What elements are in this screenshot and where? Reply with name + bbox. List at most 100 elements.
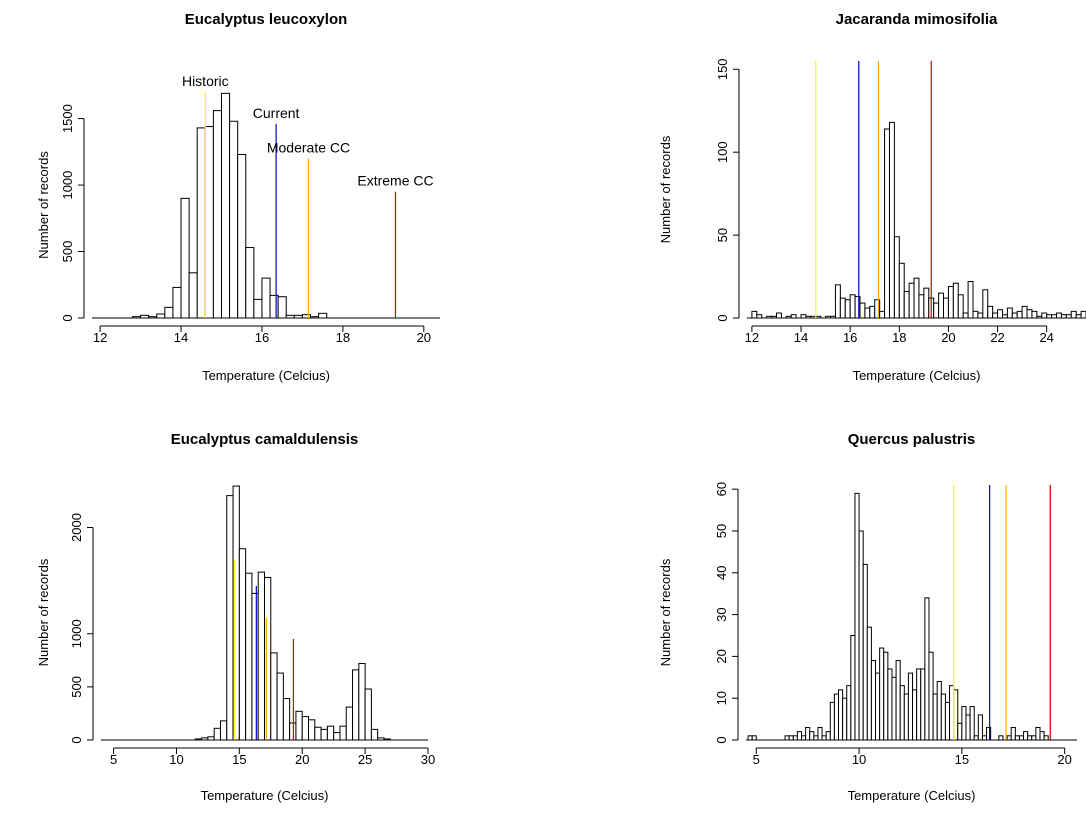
histogram-bar xyxy=(270,652,278,741)
histogram-bar xyxy=(936,680,942,741)
histogram-bar xyxy=(883,651,889,741)
histogram-bar xyxy=(864,307,871,319)
histogram-bar xyxy=(838,689,844,741)
histogram-bar xyxy=(747,735,753,741)
histogram-bar xyxy=(207,736,215,741)
histogram-bar xyxy=(775,312,782,319)
histogram-bar xyxy=(276,672,284,741)
histogram-bar xyxy=(952,282,959,319)
histogram-bar xyxy=(1039,731,1045,741)
histogram-bar xyxy=(301,716,310,741)
histogram-bar xyxy=(156,313,166,319)
histogram-bar xyxy=(164,306,174,319)
histogram-bar xyxy=(131,316,142,319)
histogram-bar xyxy=(370,728,379,741)
histogram-bar xyxy=(920,668,926,741)
y-tick-label: 40 xyxy=(714,566,729,580)
y-axis-label: Number of records xyxy=(36,558,51,666)
histogram-bar xyxy=(870,660,877,741)
histogram-bar xyxy=(815,315,822,319)
reference-line-label: Moderate CC xyxy=(267,139,350,155)
histogram-bar xyxy=(201,737,209,741)
histogram-bar xyxy=(277,296,287,319)
histogram-bar xyxy=(953,689,959,741)
histogram-bar xyxy=(875,672,881,741)
histogram-bar xyxy=(869,305,876,319)
x-tick-label: 14 xyxy=(794,330,808,345)
histogram-bar xyxy=(842,697,848,741)
histogram-bar xyxy=(301,314,312,319)
histogram-bar xyxy=(238,548,247,741)
histogram-bar xyxy=(269,294,279,319)
histogram-bar xyxy=(1023,731,1029,741)
y-tick-label: 0 xyxy=(715,314,730,321)
histogram-bar xyxy=(237,153,247,319)
reference-line-label: Historic xyxy=(182,73,229,89)
histogram-bar xyxy=(944,701,951,741)
histogram-bar xyxy=(998,735,1004,741)
x-tick-label: 20 xyxy=(1057,752,1071,767)
histogram-bar xyxy=(1011,312,1018,319)
histogram-bar xyxy=(977,714,983,741)
histogram-bar xyxy=(1035,726,1041,741)
x-tick-label: 12 xyxy=(745,330,759,345)
histogram-bar xyxy=(986,726,992,741)
histogram-bar xyxy=(1016,310,1023,319)
histogram-bar xyxy=(923,287,930,319)
histogram-bar xyxy=(785,315,792,319)
histogram-bar xyxy=(245,572,253,741)
histogram-bar xyxy=(887,668,893,741)
x-axis-label: Temperature (Celcius) xyxy=(201,788,329,803)
histogram-bar xyxy=(801,735,807,741)
chart-panel-3: Eucalyptus camaldulensis Temperature (Cel… xyxy=(36,431,435,803)
histogram-bar xyxy=(1021,305,1028,319)
x-tick-label: 24 xyxy=(1039,330,1053,345)
histogram-bar xyxy=(245,247,255,319)
x-tick-label: 25 xyxy=(358,752,372,767)
histogram-bar xyxy=(940,693,946,741)
histogram-bar xyxy=(1027,735,1033,741)
histogram-bar xyxy=(310,316,320,319)
reference-line-label: Extreme CC xyxy=(357,173,433,189)
histogram-bar xyxy=(261,277,271,319)
histogram-bar xyxy=(844,299,851,319)
y-axis-label: Number of records xyxy=(658,135,673,243)
y-tick-label: 100 xyxy=(715,141,730,163)
histogram-bar xyxy=(1006,307,1013,319)
histogram-bar xyxy=(289,722,297,741)
histogram-bar xyxy=(973,735,979,741)
x-axis-label: Temperature (Celcius) xyxy=(848,788,976,803)
y-tick-label: 50 xyxy=(715,228,730,242)
histogram-bar xyxy=(858,530,864,741)
histogram-bar xyxy=(825,731,831,741)
histogram-bar xyxy=(977,312,984,319)
histogram-bar xyxy=(859,302,866,319)
histogram-bar xyxy=(213,727,221,741)
histogram-bar xyxy=(326,725,335,741)
x-tick-label: 20 xyxy=(941,330,955,345)
histogram-bar xyxy=(212,110,222,319)
histogram-bar xyxy=(933,302,940,319)
histogram-bar xyxy=(833,693,840,741)
histogram-bar xyxy=(180,197,190,319)
histogram-bar xyxy=(1041,312,1048,319)
x-tick-label: 30 xyxy=(421,752,435,767)
histogram-bar xyxy=(997,309,1003,319)
y-tick-label: 0 xyxy=(60,314,75,321)
histogram-bar xyxy=(899,685,905,741)
x-axis-label: Temperature (Celcius) xyxy=(202,368,330,383)
histogram-bar xyxy=(257,571,266,741)
histogram-bar xyxy=(962,312,969,319)
histogram-bar xyxy=(879,647,885,741)
histogram-bar xyxy=(903,693,909,741)
y-tick-label: 50 xyxy=(714,524,729,538)
histogram-bar xyxy=(792,735,798,741)
histogram-bar xyxy=(339,725,347,741)
y-tick-label: 1000 xyxy=(60,171,75,200)
histogram-bar xyxy=(884,128,890,319)
histogram-bar xyxy=(148,316,158,319)
histogram-bar xyxy=(1031,310,1038,319)
histogram-bar xyxy=(810,315,817,319)
histogram-bar xyxy=(928,651,934,741)
chart-title: Quercus palustris xyxy=(848,431,976,448)
